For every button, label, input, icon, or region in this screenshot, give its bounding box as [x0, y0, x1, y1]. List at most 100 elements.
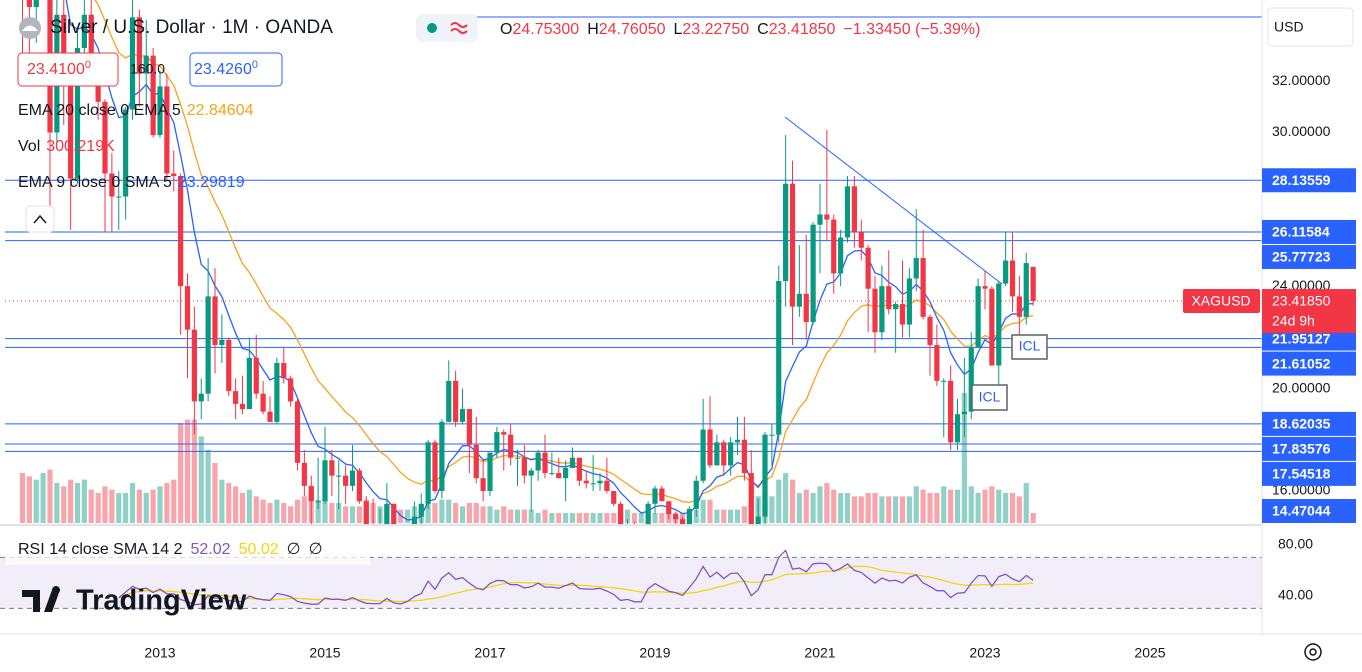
volume-bar	[996, 489, 1002, 523]
x-tick-label: 2015	[309, 645, 340, 661]
countdown-label: 24d 9h	[1272, 313, 1315, 329]
volume-bar	[184, 419, 191, 523]
candle-body	[989, 288, 995, 366]
volume-bar	[783, 473, 789, 523]
ohlc-change: −1.33450 (−5.39%)	[843, 21, 980, 38]
trendline	[784, 116, 1003, 285]
candle-body	[1003, 260, 1009, 284]
buy-button[interactable]	[189, 52, 283, 87]
candle-body	[123, 109, 129, 197]
rsi-sma-value: 50.02	[239, 541, 279, 558]
candle-body	[721, 442, 727, 466]
volume-bar	[274, 499, 280, 523]
rsi-value: 52.02	[191, 541, 231, 558]
candle-body	[288, 378, 294, 402]
candle-body	[872, 288, 878, 333]
sell-price: 23.41000	[27, 59, 91, 78]
spread: 160.0	[130, 61, 165, 77]
volume-bar	[872, 493, 878, 523]
level-label: 17.83576	[1272, 441, 1331, 457]
volume-bar	[116, 493, 122, 523]
collapse-button[interactable]	[25, 205, 55, 233]
candle-body	[88, 14, 94, 69]
level-label: 14.47044	[1272, 503, 1331, 519]
volume-bar	[47, 469, 53, 523]
volume-bar	[95, 493, 101, 523]
candle-body	[501, 432, 507, 435]
candle-body	[453, 380, 459, 422]
candle-body	[844, 186, 851, 238]
candle-body	[611, 490, 617, 504]
logo-text[interactable]: TradingView	[76, 585, 247, 617]
rsi-title: RSI 14 close SMA 14 2	[18, 541, 183, 558]
candle-body	[164, 86, 170, 174]
candle-body	[982, 286, 988, 289]
candle-body	[934, 345, 940, 381]
rsi-extra: ∅	[309, 541, 323, 558]
candle-body	[191, 329, 197, 402]
volume-bar	[494, 509, 500, 523]
level-label-box	[1262, 436, 1356, 461]
volume-bar	[721, 509, 727, 523]
buy-price-main: 23.4260	[194, 61, 252, 78]
volume-bar	[611, 513, 617, 523]
candle-body	[1023, 263, 1029, 317]
ohlc-value: 23.41850	[769, 21, 836, 38]
volume-bar	[61, 486, 67, 523]
volume-bar	[136, 489, 142, 523]
volume-bar	[487, 506, 493, 523]
volume-bar	[336, 503, 342, 523]
candle-body	[514, 457, 521, 459]
indicator-legend: EMA 20 close 0 EMA 5 22.84604	[18, 102, 254, 119]
candle-body	[329, 460, 335, 476]
candle-body	[446, 380, 452, 422]
volume-bar	[638, 513, 644, 523]
level-label-box	[1262, 219, 1356, 244]
volume-bar	[824, 483, 830, 523]
sell-button[interactable]	[17, 52, 119, 87]
volume-bar	[934, 493, 940, 523]
candle-body	[68, 68, 74, 179]
logo-mark	[22, 586, 60, 612]
candle-body	[459, 409, 466, 422]
candle-body	[246, 357, 252, 410]
settings-icon[interactable]	[1304, 643, 1322, 661]
symbol-icon-shape	[22, 25, 38, 31]
volume-bar	[810, 493, 816, 523]
volume-bar	[556, 513, 562, 523]
currency-button[interactable]	[1267, 7, 1354, 47]
volume-bar	[294, 499, 301, 523]
volume-bar	[954, 489, 961, 523]
candle-body	[494, 432, 500, 453]
volume-bar	[583, 513, 589, 523]
candle-body	[1009, 260, 1016, 297]
annotation: ICL	[1019, 338, 1041, 354]
candle-body	[143, 55, 149, 74]
ohlc-value: 24.76050	[599, 21, 666, 38]
volume-bar	[844, 493, 851, 523]
settings-icon-center	[1309, 648, 1317, 656]
candle-body	[136, 17, 142, 74]
x-tick-label: 2017	[474, 645, 505, 661]
candle-body	[233, 391, 239, 404]
candle-body	[927, 316, 933, 346]
volume-bar	[459, 506, 466, 523]
status-badge[interactable]	[416, 14, 478, 42]
candle-body	[418, 503, 424, 517]
volume-bar	[1023, 483, 1029, 523]
candle-body	[521, 457, 527, 476]
volume-bar	[789, 479, 796, 523]
volume-bar	[838, 493, 844, 523]
volume-bar	[480, 506, 486, 523]
volume-bar	[239, 493, 246, 523]
candle-body	[556, 473, 562, 479]
candle-body	[411, 516, 417, 524]
symbol-title[interactable]: Silver / U.S. Dollar · 1M · OANDA	[50, 17, 333, 38]
candle-body	[954, 414, 961, 443]
volume-bar	[624, 509, 631, 523]
volume-bar	[329, 503, 335, 523]
candle-body	[831, 219, 837, 274]
level-label-box	[1262, 461, 1356, 486]
candle-body	[253, 357, 259, 394]
